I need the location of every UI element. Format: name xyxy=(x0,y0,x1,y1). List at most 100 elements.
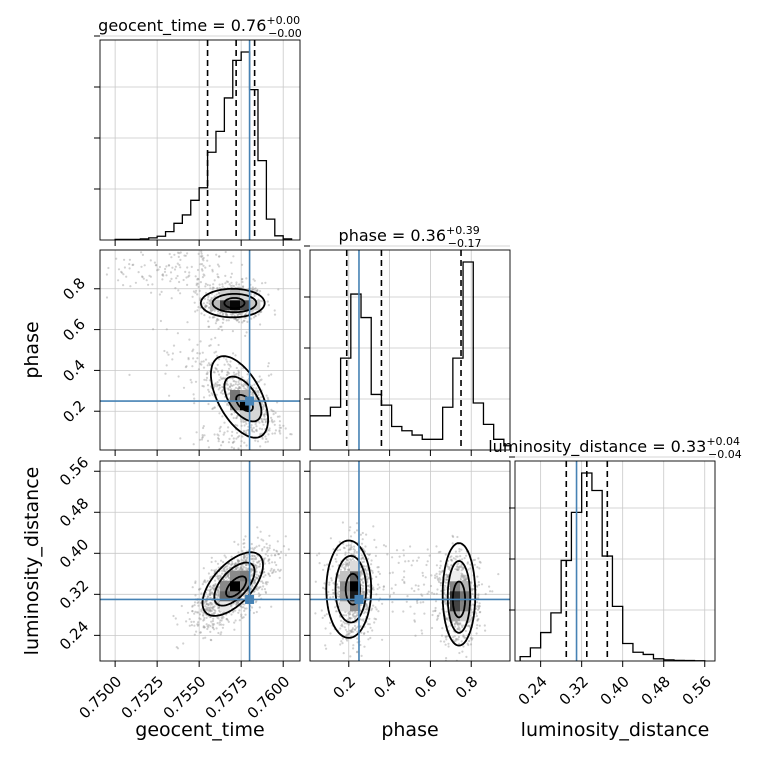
sample-point xyxy=(165,274,168,277)
sample-point xyxy=(204,266,207,269)
sample-point xyxy=(416,559,419,562)
sample-point xyxy=(470,588,473,591)
sample-point xyxy=(280,550,283,554)
sample-point xyxy=(218,373,221,376)
sample-point xyxy=(132,263,135,266)
sample-point xyxy=(417,556,420,559)
sample-point xyxy=(176,274,179,278)
sample-point xyxy=(235,603,238,606)
sample-point xyxy=(160,290,163,293)
sample-point xyxy=(445,638,448,641)
sample-point xyxy=(262,405,265,408)
sample-point xyxy=(206,364,209,367)
sample-point xyxy=(321,616,324,620)
sample-point xyxy=(366,568,369,571)
sample-point xyxy=(235,417,238,420)
sample-point xyxy=(222,318,225,321)
sample-point xyxy=(361,556,364,560)
sample-point xyxy=(207,624,210,627)
sample-point xyxy=(227,372,231,375)
sample-point xyxy=(388,572,391,575)
sample-point xyxy=(243,556,246,559)
sample-point xyxy=(344,561,347,564)
sample-point xyxy=(237,447,240,450)
sample-point xyxy=(213,295,216,298)
sample-point xyxy=(196,352,199,355)
sample-point xyxy=(443,592,446,596)
sample-point xyxy=(318,552,321,555)
sample-point xyxy=(235,366,238,370)
sample-point xyxy=(459,555,462,558)
sample-point xyxy=(243,424,246,427)
sample-point xyxy=(193,601,197,604)
sample-point xyxy=(258,586,261,589)
sample-point xyxy=(254,564,257,567)
sample-point xyxy=(220,444,223,447)
sample-point xyxy=(216,318,219,321)
sample-point xyxy=(315,554,319,557)
sample-point xyxy=(447,567,450,571)
sample-point xyxy=(240,567,243,570)
x-axis-label-luminosity_distance: luminosity_distance xyxy=(521,719,710,741)
sample-point xyxy=(225,280,228,283)
sample-point xyxy=(445,576,448,579)
sample-point xyxy=(444,635,447,638)
sample-point xyxy=(220,377,223,380)
sample-point xyxy=(330,579,333,582)
sample-point xyxy=(241,376,244,379)
sample-point xyxy=(273,423,276,426)
sample-point xyxy=(353,615,356,618)
sample-point xyxy=(196,611,199,614)
sample-point xyxy=(476,585,479,588)
sample-point xyxy=(359,625,362,628)
sample-point xyxy=(199,587,202,590)
sample-point xyxy=(344,628,347,631)
sample-point xyxy=(374,618,378,621)
sample-point xyxy=(259,585,262,589)
sample-point xyxy=(256,588,259,591)
panel-content xyxy=(100,461,300,661)
contour-line xyxy=(325,539,373,639)
sample-point xyxy=(255,556,258,560)
sample-point xyxy=(202,259,205,262)
sample-point xyxy=(266,440,269,443)
sample-point xyxy=(263,562,266,565)
sample-point xyxy=(356,637,359,640)
sample-point xyxy=(268,574,271,578)
sample-point xyxy=(186,611,190,614)
sample-point xyxy=(326,563,329,566)
sample-point xyxy=(395,549,399,552)
sample-point xyxy=(475,632,478,635)
sample-point xyxy=(212,617,215,620)
sample-point xyxy=(457,635,460,639)
density-cell xyxy=(230,390,241,401)
sample-point xyxy=(208,593,211,596)
sample-point xyxy=(202,567,205,570)
sample-point xyxy=(409,545,412,548)
sample-point xyxy=(197,601,200,604)
sample-point xyxy=(460,572,463,575)
sample-point xyxy=(446,565,449,568)
sample-point xyxy=(202,425,205,428)
sample-point xyxy=(256,561,259,564)
sample-point xyxy=(209,344,212,347)
sample-point xyxy=(406,595,409,598)
sample-point xyxy=(339,643,342,646)
sample-point xyxy=(345,622,348,625)
sample-point xyxy=(365,569,368,573)
sample-point xyxy=(340,624,343,627)
sample-point xyxy=(417,588,420,591)
sample-point xyxy=(260,419,264,422)
sample-point xyxy=(236,313,239,316)
sample-point xyxy=(324,627,327,630)
sample-point xyxy=(239,313,242,316)
sample-point xyxy=(215,253,218,256)
sample-point xyxy=(208,316,211,319)
sample-point xyxy=(368,617,371,620)
density-cell xyxy=(250,400,261,411)
sample-point xyxy=(200,252,203,255)
sample-point xyxy=(270,418,274,421)
sample-point xyxy=(238,385,241,389)
sample-point xyxy=(255,428,258,431)
sample-point xyxy=(209,624,212,628)
